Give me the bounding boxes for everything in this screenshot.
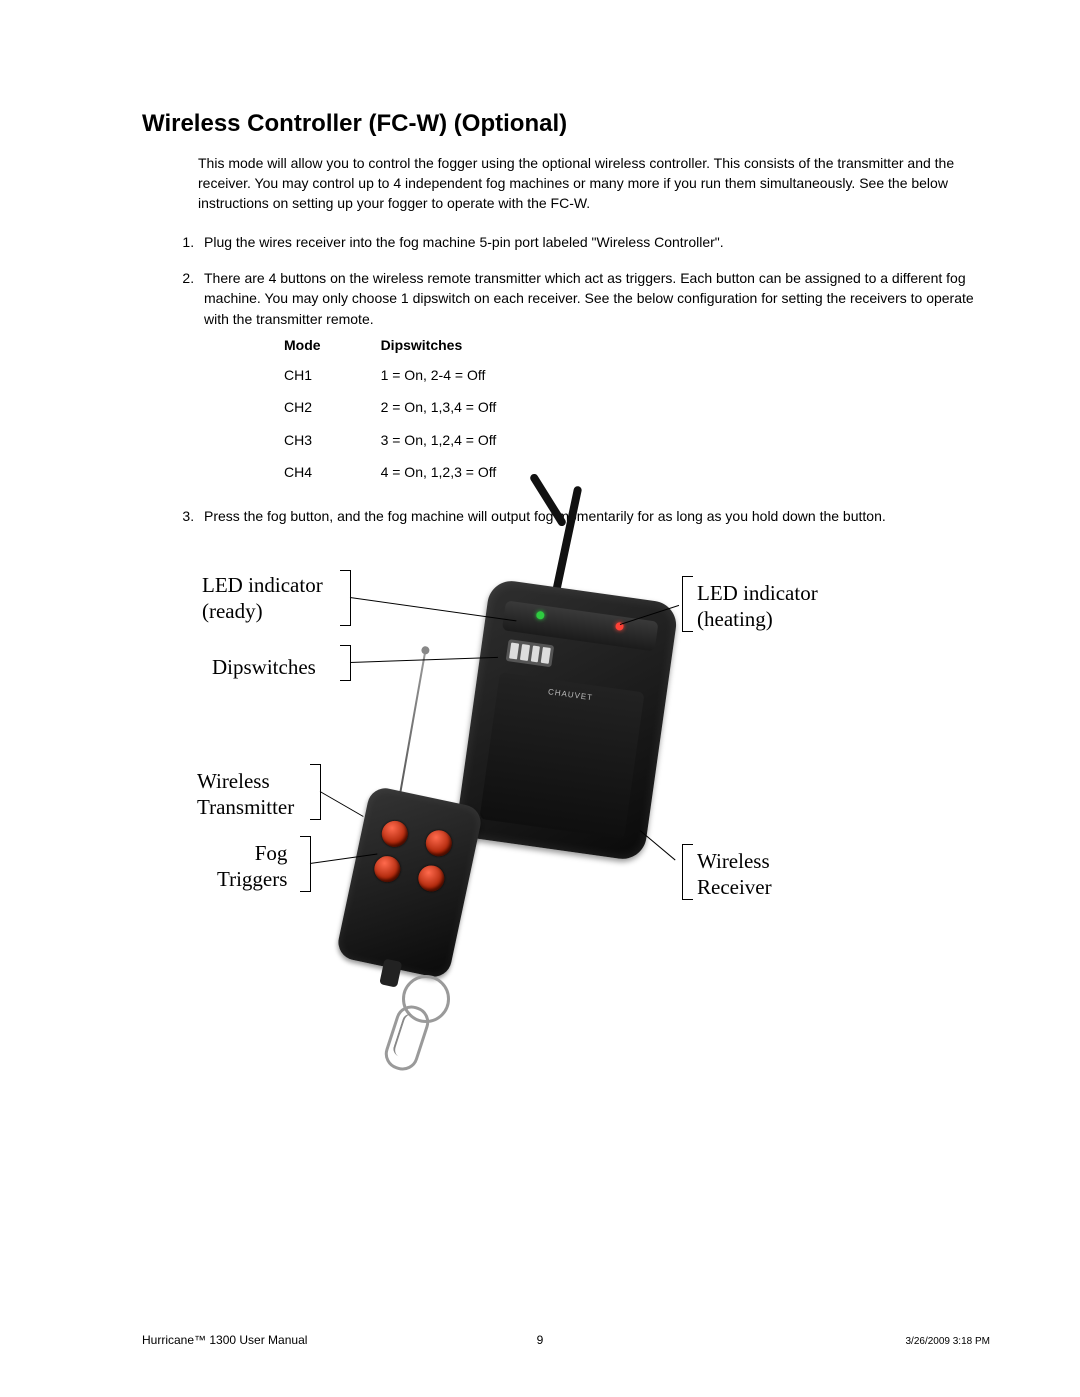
cell-dip: 2 = On, 1,3,4 = Off <box>381 391 557 423</box>
cell-mode: CH3 <box>284 424 381 456</box>
page-title: Wireless Controller (FC-W) (Optional) <box>142 110 990 139</box>
table-row: CH2 2 = On, 1,3,4 = Off <box>284 391 556 423</box>
cell-dip: 1 = On, 2-4 = Off <box>381 359 557 391</box>
footer-page-number: 9 <box>537 1333 544 1347</box>
table-row: CH3 3 = On, 1,2,4 = Off <box>284 424 556 456</box>
antenna-icon <box>398 652 426 800</box>
fog-trigger-button-icon <box>379 818 410 849</box>
fog-trigger-button-icon <box>372 854 403 885</box>
bracket-icon <box>682 576 693 632</box>
callout-dipswitches: Dipswitches <box>212 654 316 680</box>
leader-line-icon <box>640 830 676 860</box>
callout-wireless-transmitter: Wireless Transmitter <box>197 768 294 821</box>
cell-mode: CH4 <box>284 456 381 488</box>
step-2: There are 4 buttons on the wireless remo… <box>198 268 990 488</box>
callout-led-ready: LED indicator (ready) <box>202 572 323 625</box>
page-footer: Hurricane™ 1300 User Manual 9 3/26/2009 … <box>0 1333 1080 1347</box>
cell-dip: 3 = On, 1,2,4 = Off <box>381 424 557 456</box>
table-header-row: Mode Dipswitches <box>284 335 556 359</box>
table-row: CH4 4 = On, 1,2,3 = Off <box>284 456 556 488</box>
receiver-label-icon: CHAUVET <box>479 672 644 839</box>
callout-fog-triggers: Fog Triggers <box>217 840 287 893</box>
diagram: CHAUVET LED indicator (ready) Dipswitche… <box>142 520 902 1060</box>
header-mode: Mode <box>284 335 381 359</box>
steps-list: Plug the wires receiver into the fog mac… <box>142 232 990 527</box>
leader-line-icon <box>320 791 364 817</box>
fog-trigger-button-icon <box>423 828 454 859</box>
footer-timestamp: 3/26/2009 3:18 PM <box>905 1336 990 1347</box>
callout-led-heating: LED indicator (heating) <box>697 580 818 633</box>
step-2-text: There are 4 buttons on the wireless remo… <box>204 270 974 327</box>
bracket-icon <box>682 844 693 900</box>
key-clasp-icon <box>381 1001 434 1074</box>
wireless-receiver-icon: CHAUVET <box>455 578 679 862</box>
page: Wireless Controller (FC-W) (Optional) Th… <box>0 0 1080 1397</box>
callout-wireless-receiver: Wireless Receiver <box>697 848 772 901</box>
dipswitch-block-icon <box>506 639 555 667</box>
footer-left: Hurricane™ 1300 User Manual <box>142 1333 307 1347</box>
fog-trigger-buttons-icon <box>372 818 458 894</box>
fog-trigger-button-icon <box>415 863 446 894</box>
cell-dip: 4 = On, 1,2,3 = Off <box>381 456 557 488</box>
cell-mode: CH1 <box>284 359 381 391</box>
step-1: Plug the wires receiver into the fog mac… <box>198 232 990 252</box>
header-dipswitches: Dipswitches <box>381 335 557 359</box>
cell-mode: CH2 <box>284 391 381 423</box>
dipswitch-table: Mode Dipswitches CH1 1 = On, 2-4 = Off C… <box>284 335 556 488</box>
table-row: CH1 1 = On, 2-4 = Off <box>284 359 556 391</box>
intro-paragraph: This mode will allow you to control the … <box>198 153 990 214</box>
remote-neck-icon <box>379 958 402 987</box>
